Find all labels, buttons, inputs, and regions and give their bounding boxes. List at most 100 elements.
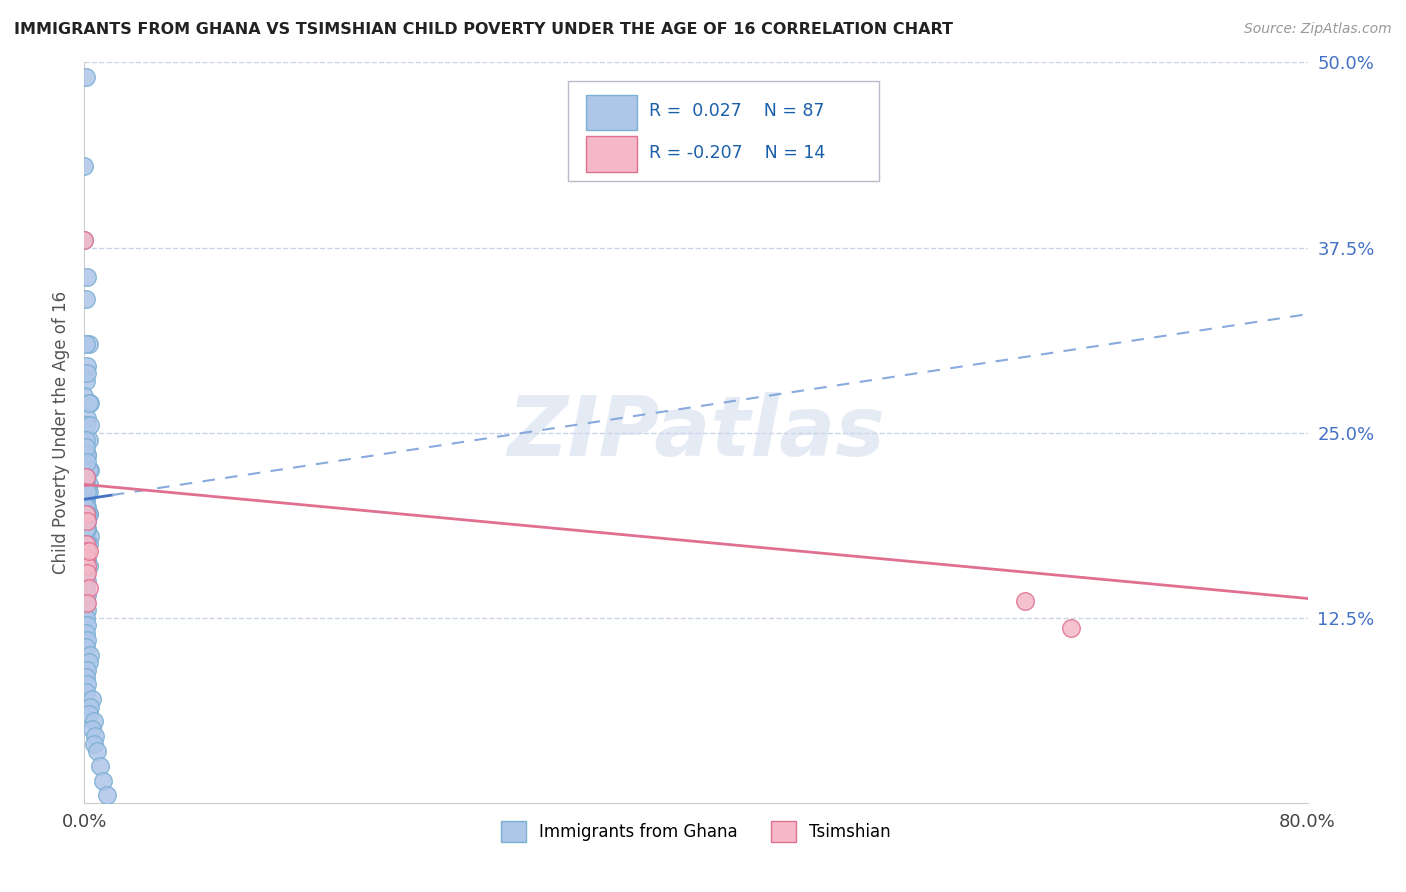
Point: [75, 70, 97, 85]
Point: [76, 558, 98, 573]
Point: [76, 359, 98, 373]
Point: [76, 544, 98, 558]
Point: [76, 596, 98, 610]
Point: [75, 544, 97, 558]
Point: [77, 558, 100, 573]
Point: [76, 551, 98, 566]
Point: [75, 566, 97, 581]
Point: [77, 477, 100, 491]
Point: [76, 558, 98, 573]
Point: [77, 507, 100, 521]
Point: [76, 603, 98, 617]
FancyBboxPatch shape: [586, 136, 637, 172]
Point: [75, 551, 97, 566]
Point: [77, 336, 100, 351]
Point: [75, 492, 97, 507]
Point: [1014, 594, 1036, 608]
Point: [79, 648, 101, 662]
FancyBboxPatch shape: [568, 81, 880, 181]
Point: [76, 367, 98, 381]
Point: [76, 448, 98, 462]
Point: [76, 522, 98, 536]
Point: [75, 470, 97, 484]
Point: [79, 418, 101, 433]
Point: [77, 484, 100, 499]
Point: [77, 655, 100, 669]
Point: [75, 507, 97, 521]
Point: [75, 336, 97, 351]
Point: [79, 462, 101, 476]
Point: [86, 744, 108, 758]
Point: [1059, 621, 1081, 635]
Point: [77, 581, 100, 595]
Text: IMMIGRANTS FROM GHANA VS TSIMSHIAN CHILD POVERTY UNDER THE AGE OF 16 CORRELATION: IMMIGRANTS FROM GHANA VS TSIMSHIAN CHILD…: [14, 22, 953, 37]
Point: [75, 581, 97, 595]
Text: R = -0.207    N = 14: R = -0.207 N = 14: [650, 144, 825, 161]
Text: ZIPatlas: ZIPatlas: [508, 392, 884, 473]
Point: [76, 566, 98, 581]
Point: [75, 596, 97, 610]
Point: [96, 789, 118, 803]
Point: [75, 470, 97, 484]
Point: [76, 632, 98, 647]
Point: [75, 551, 97, 566]
Point: [75, 625, 97, 640]
Point: [84, 729, 107, 743]
Point: [73, 233, 96, 247]
Point: [75, 433, 97, 447]
Point: [76, 515, 98, 529]
Point: [75, 441, 97, 455]
Point: [79, 529, 101, 543]
Point: [83, 737, 105, 751]
Point: [76, 677, 98, 691]
Point: [73, 233, 96, 247]
Point: [76, 270, 98, 285]
Point: [75, 470, 97, 484]
Point: [76, 484, 98, 499]
Point: [76, 618, 98, 632]
Point: [76, 574, 98, 588]
Point: [73, 388, 96, 402]
Point: [75, 492, 97, 507]
Point: [75, 685, 97, 699]
Point: [75, 293, 97, 307]
Point: [76, 455, 98, 469]
Point: [76, 536, 98, 550]
Point: [76, 500, 98, 514]
Point: [76, 484, 98, 499]
Y-axis label: Child Poverty Under the Age of 16: Child Poverty Under the Age of 16: [52, 291, 70, 574]
Point: [75, 507, 97, 521]
Point: [80, 722, 103, 736]
Point: [79, 699, 101, 714]
Point: [77, 544, 100, 558]
Point: [76, 663, 98, 677]
Point: [75, 507, 97, 521]
FancyBboxPatch shape: [586, 95, 637, 130]
Point: [76, 448, 98, 462]
Point: [76, 484, 98, 499]
Point: [76, 515, 98, 529]
Point: [75, 418, 97, 433]
Point: [76, 515, 98, 529]
Point: [77, 536, 100, 550]
Point: [77, 462, 100, 476]
Text: R =  0.027    N = 87: R = 0.027 N = 87: [650, 102, 825, 120]
Point: [75, 477, 97, 491]
Point: [73, 159, 96, 173]
Point: [75, 536, 97, 550]
Point: [77, 706, 100, 721]
Point: [76, 589, 98, 603]
Point: [79, 396, 101, 410]
Point: [83, 714, 105, 729]
Legend: Immigrants from Ghana, Tsimshian: Immigrants from Ghana, Tsimshian: [492, 813, 900, 850]
Point: [80, 692, 103, 706]
Point: [75, 374, 97, 388]
Point: [76, 522, 98, 536]
Point: [77, 396, 100, 410]
Point: [76, 410, 98, 425]
Point: [76, 536, 98, 550]
Point: [75, 500, 97, 514]
Point: [77, 507, 100, 521]
Point: [75, 610, 97, 624]
Point: [89, 758, 111, 772]
